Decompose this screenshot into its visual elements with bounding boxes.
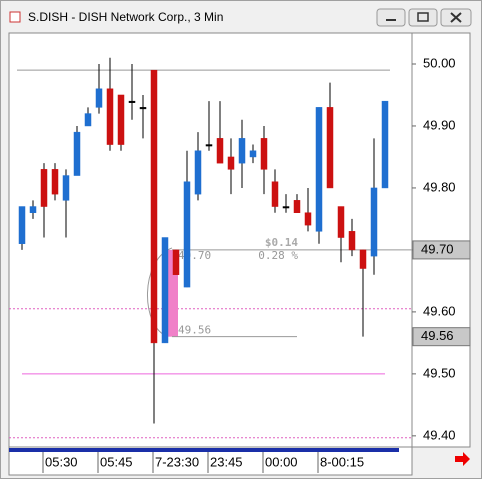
window-title: S.DISH - DISH Network Corp., 3 Min (28, 10, 223, 24)
y-tick-label: 49.60 (423, 303, 456, 318)
x-tick-label: 05:45 (100, 454, 133, 469)
measure-label: 49.56 (178, 324, 211, 337)
candle-body (315, 107, 323, 232)
measure-percent: 0.28 % (258, 249, 298, 262)
measure-label: 49.70 (178, 249, 211, 262)
measure-change: $0.14 (265, 236, 298, 249)
scroll-bar[interactable] (9, 448, 399, 452)
candle-body (18, 206, 26, 244)
x-tick-label: 7-23:30 (155, 454, 199, 469)
price-axis (411, 32, 471, 448)
close-icon (450, 12, 462, 23)
candle-body (227, 156, 235, 170)
candle-body (326, 107, 334, 189)
x-tick-label: 05:30 (45, 454, 78, 469)
x-tick-label: 00:00 (265, 454, 298, 469)
candle-body (139, 107, 147, 110)
candle-body (73, 131, 81, 176)
candle-body (95, 88, 103, 108)
scroll-arrow[interactable] (455, 452, 470, 466)
candle-body (183, 181, 191, 288)
candle-body (370, 187, 378, 257)
restore-button[interactable] (408, 8, 438, 27)
candle-body (172, 249, 180, 275)
price-marker-label: 49.70 (421, 241, 454, 256)
candle-body (260, 138, 268, 170)
price-marker-label: 49.56 (421, 328, 454, 343)
candle-body (249, 150, 257, 158)
candle-body (337, 206, 345, 238)
candle-body (238, 138, 246, 164)
candle-body (271, 181, 279, 207)
y-tick-label: 49.80 (423, 179, 456, 194)
candle-body (84, 113, 92, 127)
candle-body (106, 88, 114, 145)
y-tick-label: 49.90 (423, 117, 456, 132)
candle-body (293, 200, 301, 213)
candle-body (216, 138, 224, 164)
candle-body (29, 206, 37, 213)
chart-layer: 49.40 49.50 49.60 49.70 49.80 49.90 50.00 49.70… (9, 55, 471, 473)
candle-body (150, 69, 158, 344)
candle-body (282, 206, 290, 209)
candle-body (381, 100, 389, 189)
candle-body (205, 144, 213, 147)
minimize-button[interactable] (376, 8, 406, 27)
restore-icon (417, 12, 429, 22)
candle-body (161, 237, 169, 344)
price-marker (412, 327, 471, 347)
window-buttons[interactable] (376, 8, 472, 27)
candle-body (117, 94, 125, 145)
plot-area (8, 32, 413, 448)
candle-body (359, 249, 367, 269)
y-tick-label: 49.50 (423, 365, 456, 380)
y-tick-label: 49.40 (423, 427, 456, 442)
candle-body (348, 231, 356, 251)
app-icon (9, 11, 21, 23)
candle-body (194, 150, 202, 195)
y-tick-label: 50.00 (423, 55, 456, 70)
candle-body (40, 169, 48, 207)
x-tick-label: 8-00:15 (320, 454, 364, 469)
candle-body (304, 212, 312, 226)
candle-body (51, 169, 59, 195)
candle-body (128, 100, 136, 103)
price-marker (412, 240, 471, 260)
x-tick-label: 23:45 (210, 454, 243, 469)
candle-body (62, 175, 70, 201)
